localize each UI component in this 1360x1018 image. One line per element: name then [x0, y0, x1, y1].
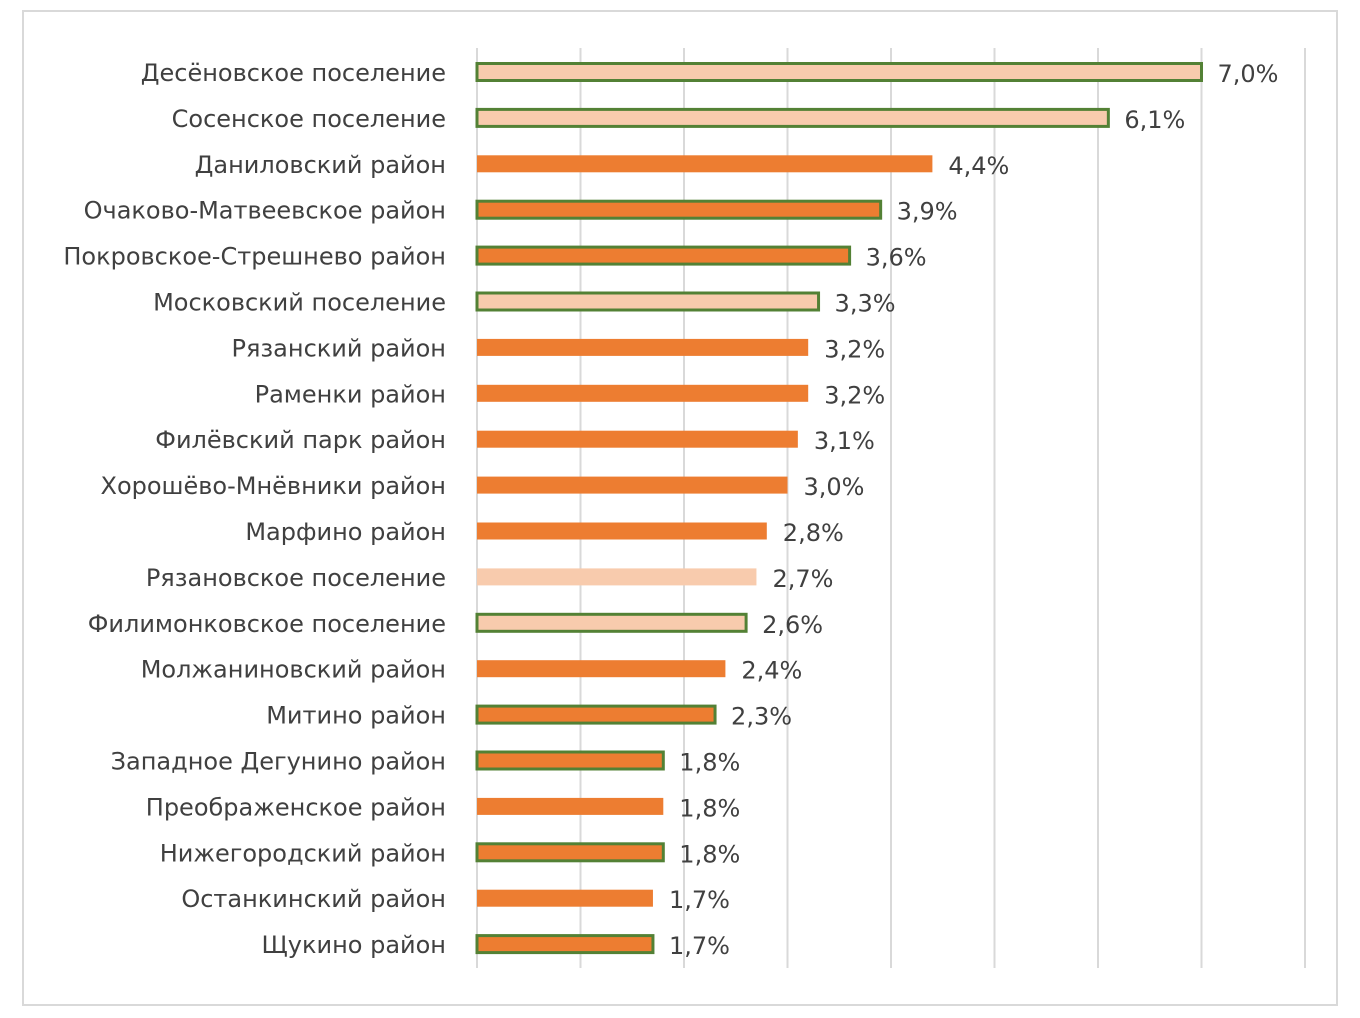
- bar: [475, 842, 665, 863]
- category-label: Митино район: [266, 702, 446, 730]
- value-labels: 7,0% 6,1% 4,4% 3,9% 3,6% 3,3% 3,2% 3,2% 3,1% 3,0%…: [669, 60, 1279, 960]
- category-label: Марфино район: [245, 518, 446, 546]
- data-label: 2,3%: [731, 703, 792, 731]
- data-label: 3,2%: [824, 335, 885, 363]
- data-label: 1,8%: [679, 749, 740, 777]
- category-label: Покровское-Стрешнево район: [63, 243, 446, 271]
- gridlines: [476, 48, 1306, 968]
- category-label: Рязановское поселение: [146, 564, 446, 592]
- bar: [475, 291, 821, 312]
- bar: [477, 797, 664, 815]
- bar: [477, 660, 726, 678]
- bar: [475, 245, 852, 266]
- data-label: 3,6%: [866, 244, 927, 272]
- data-label: 2,8%: [783, 519, 844, 547]
- data-label: 6,1%: [1124, 106, 1185, 134]
- category-label: Молжаниновский район: [141, 656, 446, 684]
- data-label: 3,2%: [824, 381, 885, 409]
- data-label: 2,4%: [741, 657, 802, 685]
- category-label: Очаково-Матвеевское район: [84, 197, 446, 225]
- bar: [475, 62, 1203, 82]
- category-label: Даниловский район: [195, 151, 446, 179]
- bar: [477, 568, 757, 586]
- category-label: Филимонковское поселение: [88, 610, 446, 638]
- bar: [475, 199, 883, 220]
- data-label: 2,6%: [762, 611, 823, 639]
- bar: [475, 750, 665, 771]
- data-label: 3,1%: [814, 427, 875, 455]
- bar: [475, 612, 748, 633]
- bar: [477, 384, 809, 402]
- chart-frame: [22, 10, 1338, 1006]
- category-label: Преображенское район: [146, 793, 446, 821]
- bar: [475, 704, 717, 725]
- bar: [477, 522, 767, 540]
- bar: [477, 430, 798, 448]
- category-label: Раменки район: [255, 380, 446, 408]
- bar: [477, 338, 809, 356]
- bars: [475, 62, 1203, 955]
- category-label: Щукино район: [262, 931, 446, 959]
- data-label: 2,7%: [772, 565, 833, 593]
- bar: [477, 155, 933, 173]
- bar: [475, 934, 655, 955]
- category-label: Рязанский район: [232, 334, 447, 362]
- data-label: 1,7%: [669, 886, 730, 914]
- category-label: Хорошёво-Мнёвники район: [101, 472, 447, 500]
- category-label: Нижегородский район: [160, 839, 446, 867]
- category-labels: Десёновское поселение Сосенское поселение…: [63, 59, 446, 959]
- data-label: 1,8%: [679, 794, 740, 822]
- data-label: 4,4%: [948, 152, 1009, 180]
- bar: [475, 107, 1110, 128]
- data-label: 7,0%: [1218, 60, 1279, 88]
- data-label: 3,0%: [804, 473, 865, 501]
- category-label: Западное Дегунино район: [111, 748, 446, 776]
- category-label: Филёвский парк район: [155, 426, 446, 454]
- bar: [477, 476, 788, 494]
- bar: [477, 889, 653, 907]
- category-label: Десёновское поселение: [141, 59, 446, 87]
- data-label: 1,7%: [669, 932, 730, 960]
- data-label: 1,8%: [679, 840, 740, 868]
- data-label: 3,3%: [835, 290, 896, 318]
- category-label: Московский поселение: [153, 289, 446, 317]
- category-label: Сосенское поселение: [172, 105, 446, 133]
- category-label: Останкинский район: [181, 885, 446, 913]
- data-label: 3,9%: [897, 198, 958, 226]
